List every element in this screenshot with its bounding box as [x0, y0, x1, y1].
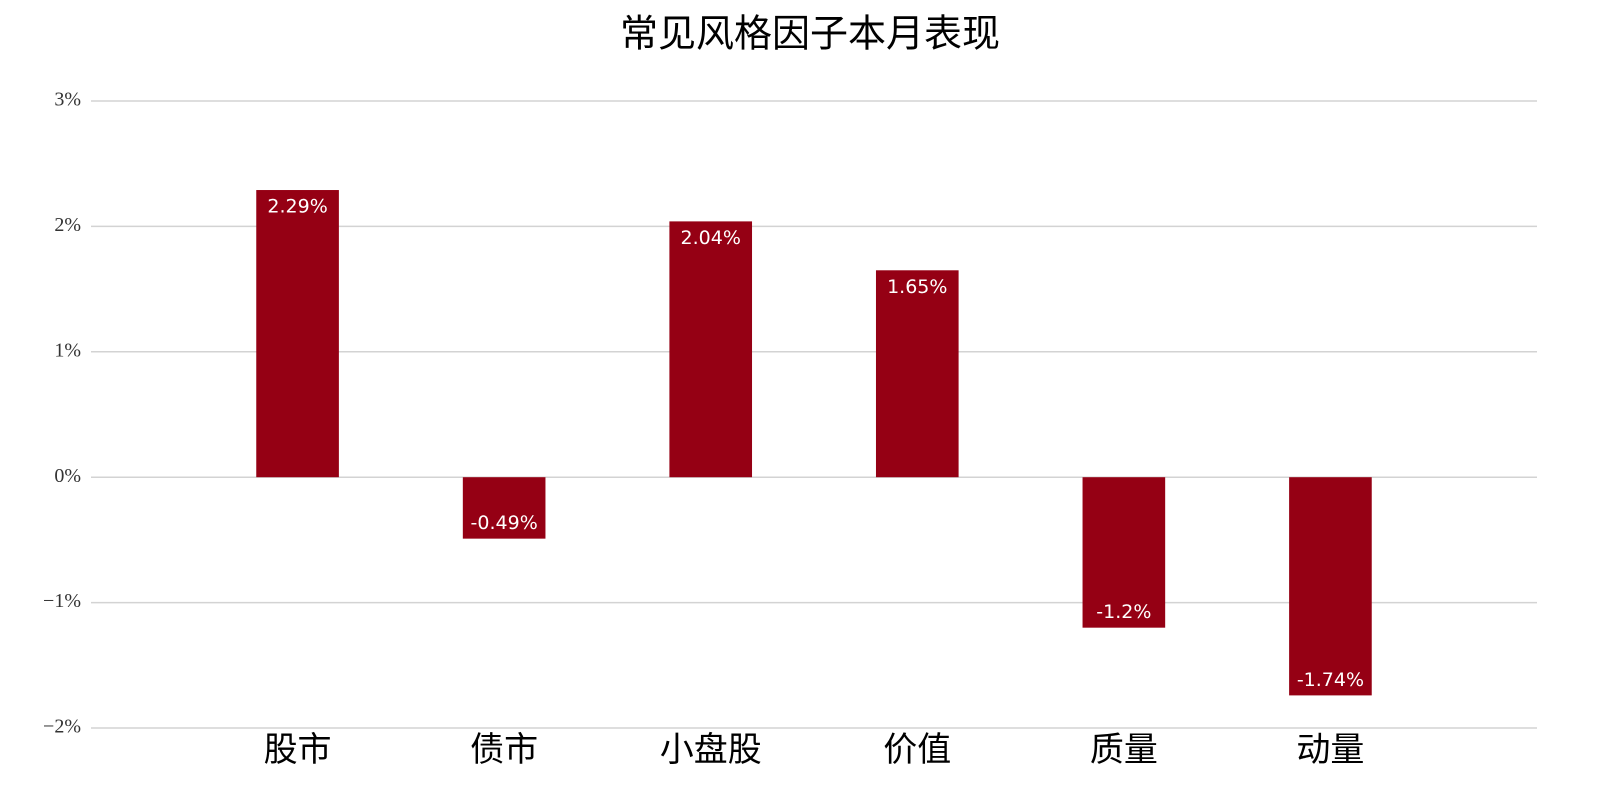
y-tick-label: −2% — [43, 716, 81, 738]
x-tick-label: 债市 — [470, 731, 538, 769]
x-tick-label: 股市 — [264, 731, 332, 769]
y-tick-label: 0% — [54, 465, 81, 487]
data-label: -0.49% — [471, 512, 538, 534]
bar — [875, 270, 959, 478]
y-tick-label: −1% — [43, 590, 81, 612]
y-tick-label: 3% — [54, 89, 81, 111]
chart-title: 常见风格因子本月表现 — [620, 14, 1000, 56]
data-label: -1.74% — [1297, 669, 1364, 691]
data-label: 2.04% — [681, 227, 741, 249]
x-tick-label: 小盘股 — [660, 731, 762, 769]
bar — [1289, 477, 1372, 696]
bar — [462, 477, 546, 539]
x-tick-label: 动量 — [1296, 732, 1364, 769]
data-label: 1.65% — [887, 276, 947, 298]
y-tick-label: 1% — [54, 339, 81, 361]
y-tick-label: 2% — [54, 214, 81, 236]
bar — [1082, 477, 1166, 628]
x-tick-label: 质量 — [1090, 732, 1158, 769]
data-label: 2.29% — [267, 196, 327, 218]
x-tick-label: 价值 — [883, 731, 951, 769]
bar — [669, 221, 753, 478]
data-label: -1.2% — [1096, 601, 1151, 623]
bar — [256, 190, 339, 478]
